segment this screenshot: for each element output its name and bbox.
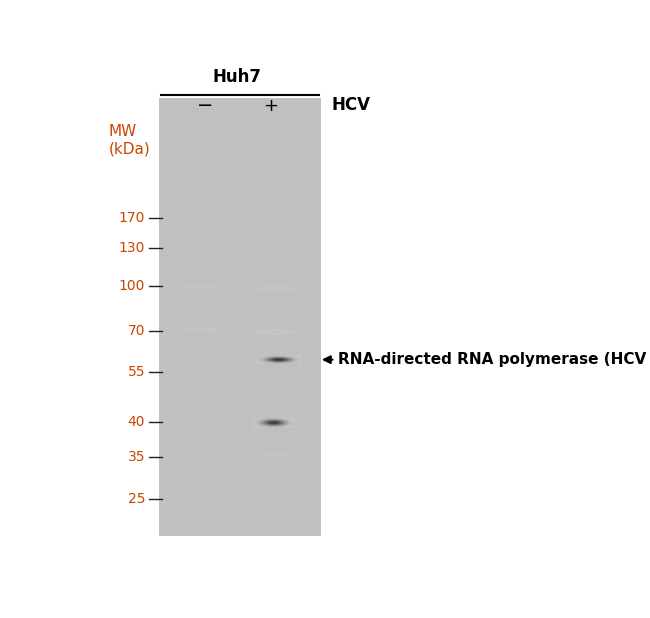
Text: 70: 70 [128, 324, 145, 338]
Text: HCV: HCV [332, 96, 370, 114]
Text: 100: 100 [119, 279, 145, 293]
Text: 170: 170 [119, 211, 145, 225]
Text: RNA-directed RNA polymerase (HCV virus): RNA-directed RNA polymerase (HCV virus) [324, 352, 650, 367]
Bar [159, 98, 320, 536]
Text: 35: 35 [128, 451, 145, 464]
Text: 130: 130 [119, 241, 145, 255]
Text: +: + [263, 97, 278, 115]
Text: 25: 25 [128, 492, 145, 506]
Text: 55: 55 [128, 365, 145, 379]
Text: −: − [196, 96, 213, 114]
Text: 40: 40 [128, 415, 145, 430]
Text: MW
(kDa): MW (kDa) [109, 124, 151, 156]
Text: Huh7: Huh7 [213, 68, 262, 86]
